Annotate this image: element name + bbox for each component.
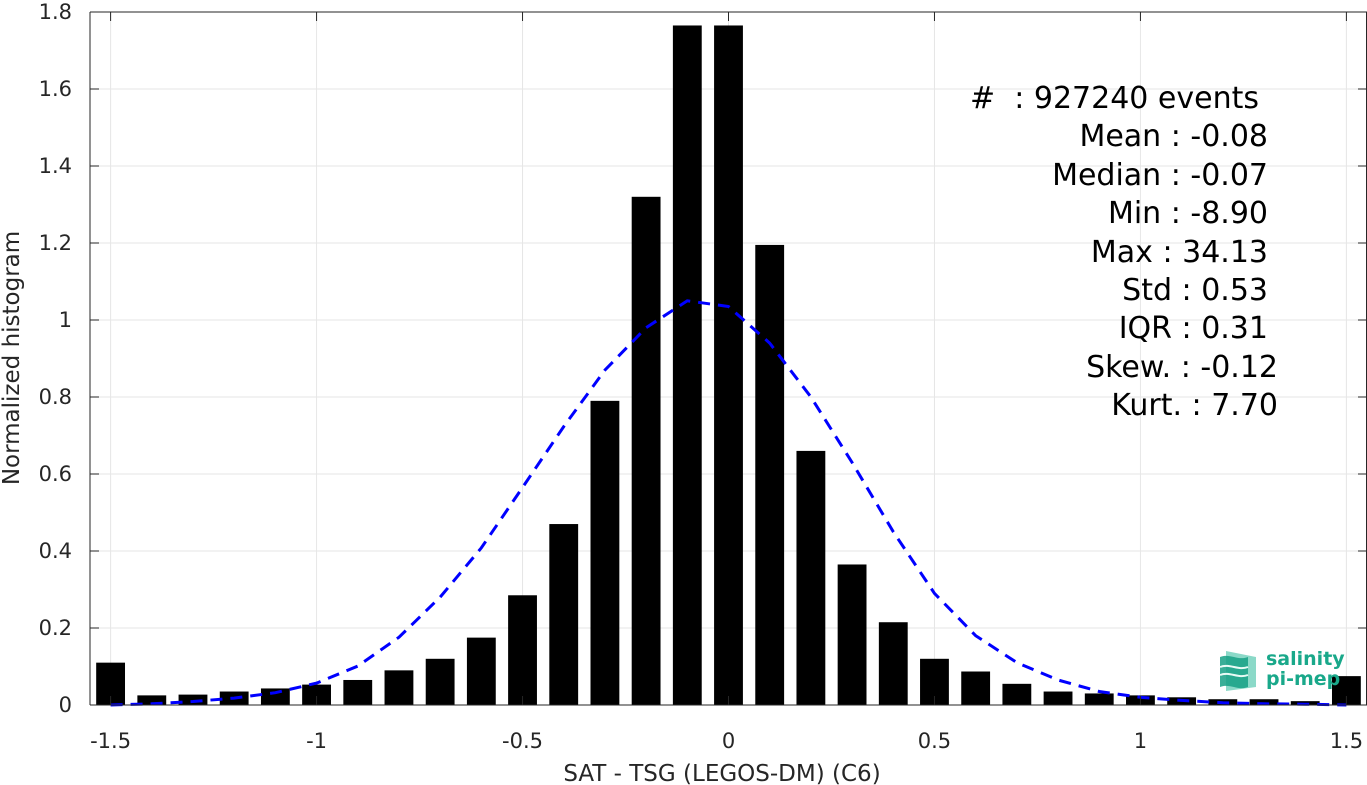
x-tick-label: -0.5 (502, 729, 543, 753)
x-tick-label: 0 (722, 729, 735, 753)
x-tick-label: 0.5 (918, 729, 951, 753)
stats-max: Max : 34.13 (1090, 234, 1268, 270)
stats-iqr: IQR : 0.31 (1118, 311, 1268, 347)
logo-line-1: salinity (1266, 648, 1345, 670)
y-tick-label: 0.6 (39, 462, 72, 486)
y-tick-label: 1.8 (39, 0, 72, 24)
histogram-bar (1002, 683, 1032, 705)
histogram-bar (425, 658, 455, 705)
stats-std: Std : 0.53 (1122, 273, 1268, 309)
x-tick-label: 1.5 (1330, 729, 1363, 753)
logo-text: salinity pi-mep (1266, 649, 1345, 689)
salinity-pimep-logo: salinity pi-mep (1216, 647, 1346, 695)
logo-line-2: pi-mep (1266, 668, 1341, 690)
histogram-bar (178, 694, 208, 705)
histogram-bar (1249, 699, 1279, 705)
x-tick-label: -1.5 (90, 729, 131, 753)
x-tick-labels: -1.5 -1 -0.5 0 0.5 1 1.5 (90, 729, 1363, 753)
histogram-bar (466, 637, 496, 705)
y-tick-label: 1.2 (39, 231, 72, 255)
stats-box: # : 927240 events Mean : -0.08 Median : … (960, 80, 1278, 426)
y-axis-title: Normalized histogram (0, 231, 25, 485)
histogram-bar (260, 688, 290, 705)
histogram-bar (796, 450, 826, 705)
histogram-bar (1084, 693, 1114, 705)
x-axis-title: SAT - TSG (LEGOS-DM) (C6) (563, 761, 880, 785)
histogram-bar (508, 595, 537, 705)
histogram-bar (672, 25, 702, 706)
salinity-wave-icon (1219, 651, 1256, 691)
y-tick-label: 0.8 (39, 385, 72, 409)
histogram-bar (878, 622, 908, 705)
histogram-bar (631, 196, 661, 706)
x-tick-label: -1 (306, 729, 327, 753)
y-tick-labels: 0 0.2 0.4 0.6 0.8 1 1.2 1.4 1.6 1.8 (39, 0, 72, 717)
y-tick-label: 0 (59, 693, 72, 717)
stats-mean: Mean : -0.08 (1079, 119, 1268, 155)
histogram-bar (590, 400, 620, 705)
stats-kurt: Kurt. : 7.70 (1111, 388, 1278, 424)
y-tick-label: 1.6 (39, 77, 72, 101)
histogram-bar (961, 671, 991, 705)
histogram-bar (343, 679, 373, 705)
histogram-bar (549, 524, 579, 705)
y-tick-label: 0.2 (39, 616, 72, 640)
x-tick-label: 1 (1134, 729, 1147, 753)
histogram-bar (1043, 691, 1073, 705)
stats-min: Min : -8.90 (1107, 196, 1268, 232)
y-tick-label: 1 (59, 308, 72, 332)
stats-skew: Skew. : -0.12 (1086, 349, 1278, 385)
y-tick-label: 0.4 (39, 539, 72, 563)
stats-events: # : 927240 events (970, 81, 1259, 116)
stats-median: Median : -0.07 (1052, 157, 1268, 193)
histogram-bar (837, 564, 867, 705)
histogram-bar (755, 244, 785, 706)
histogram-bar (714, 25, 743, 706)
histogram-bar (384, 670, 414, 705)
histogram-bar (137, 695, 167, 705)
histogram-bar (302, 684, 331, 705)
y-tick-label: 1.4 (39, 154, 72, 178)
histogram-bars (96, 25, 1361, 706)
